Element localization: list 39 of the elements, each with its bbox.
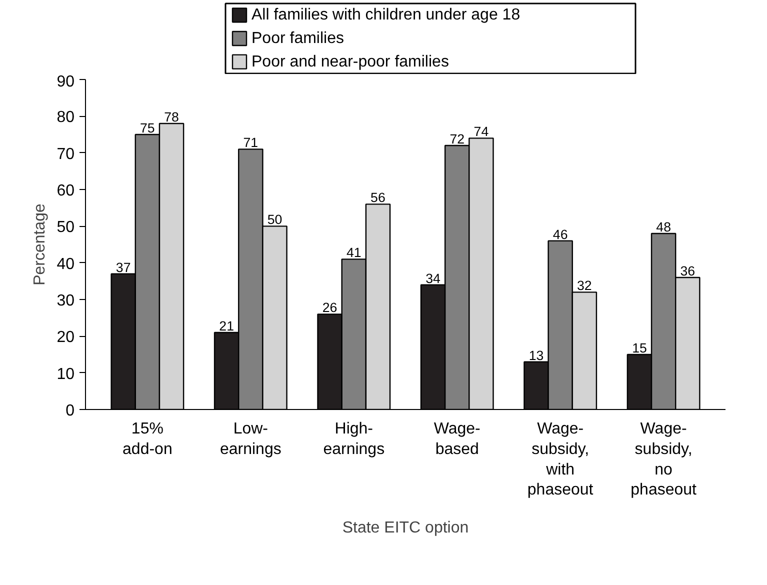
x-tick-label: Wage- based xyxy=(434,420,480,458)
data-label: 37 xyxy=(116,260,131,275)
y-tick-label: 50 xyxy=(56,219,75,236)
data-label: 46 xyxy=(552,226,568,242)
legend-label: Poor and near-poor families xyxy=(252,53,449,70)
data-label: 15 xyxy=(632,340,647,356)
y-tick-label: 90 xyxy=(56,74,75,90)
legend-label: All families with children under age 18 xyxy=(252,6,520,24)
data-label: 41 xyxy=(346,245,362,260)
y-tick-label: 0 xyxy=(66,402,75,420)
x-tick-label: Low- earnings xyxy=(220,420,282,458)
data-label: 78 xyxy=(164,110,179,124)
data-label: 48 xyxy=(656,220,671,234)
data-label: 75 xyxy=(140,120,155,136)
y-tick-label: 80 xyxy=(56,109,75,126)
data-label: 13 xyxy=(528,348,544,363)
y-tick-label: 60 xyxy=(56,182,75,200)
data-label: 34 xyxy=(426,270,442,286)
y-tick-label: 30 xyxy=(56,292,75,310)
data-label: 32 xyxy=(577,278,592,294)
data-label: 71 xyxy=(243,135,258,150)
y-axis-title: Percentage xyxy=(32,203,49,286)
data-label: 50 xyxy=(267,212,282,228)
y-tick-label: 70 xyxy=(56,146,75,163)
data-label: 72 xyxy=(450,132,465,146)
y-tick-label: 20 xyxy=(56,329,75,346)
x-tick-label: 15% add-on xyxy=(122,420,172,458)
data-label: 56 xyxy=(370,190,386,206)
legend-label: Poor families xyxy=(252,30,344,47)
x-tick-label: Wage- subsidy, with phaseout xyxy=(527,420,594,499)
x-axis-title: State EITC option xyxy=(342,520,469,537)
y-tick-label: 40 xyxy=(56,256,75,273)
x-tick-label: Wage- subsidy, no phaseout xyxy=(630,420,698,499)
data-label: 26 xyxy=(322,300,338,316)
data-label: 74 xyxy=(474,124,490,140)
x-tick-label: High- earnings xyxy=(323,420,385,458)
y-tick-label: 10 xyxy=(56,366,75,383)
data-label: 36 xyxy=(680,264,696,278)
data-label: 21 xyxy=(219,318,234,334)
